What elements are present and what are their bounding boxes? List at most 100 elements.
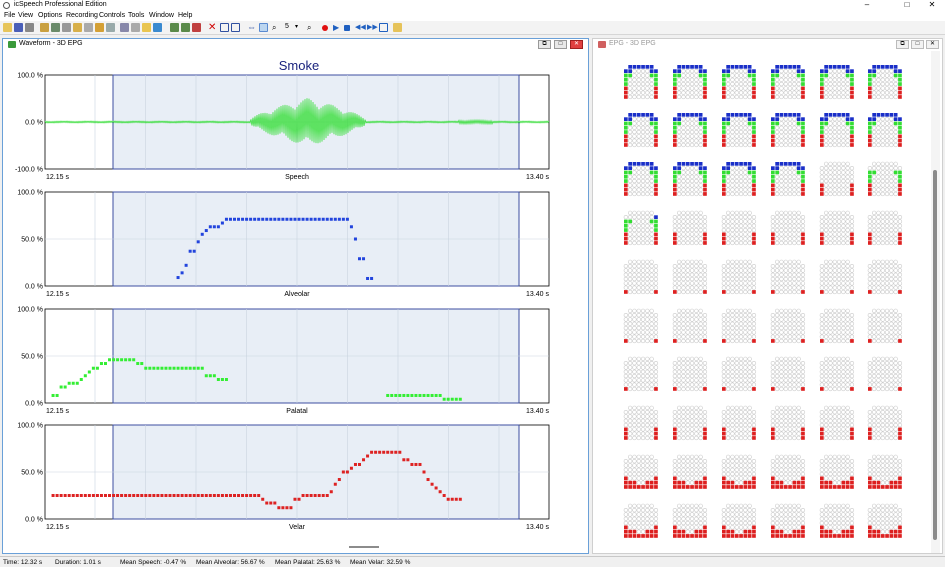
epg-electrode [836, 409, 842, 415]
epg-electrode [734, 409, 739, 415]
save-icon[interactable] [14, 23, 23, 32]
epg-electrode [841, 476, 846, 481]
epg-electrode-active [850, 95, 854, 99]
epg-electrode [889, 325, 894, 331]
loop-icon[interactable] [379, 23, 388, 32]
menu-recording[interactable]: Recording [66, 12, 98, 19]
folder-icon[interactable] [393, 23, 402, 32]
epg-electrode [893, 138, 898, 143]
layout-icon[interactable] [220, 23, 229, 32]
maximize-icon[interactable]: □ [904, 0, 910, 9]
palatal-point [188, 366, 192, 370]
restore-icon[interactable]: ⧉ [896, 40, 909, 49]
epg-electrode [649, 317, 654, 322]
help-icon[interactable] [153, 23, 162, 32]
zoom-out-icon[interactable]: ⌕ [307, 23, 312, 32]
delete-icon[interactable]: ✕ [208, 22, 217, 33]
print-icon[interactable] [25, 23, 34, 32]
epg-electrode [828, 134, 833, 139]
epg-electrode [849, 178, 855, 184]
layout-icon[interactable] [231, 23, 240, 32]
open-icon[interactable] [3, 23, 12, 32]
epg-electrode-active [624, 436, 628, 440]
highlight-icon[interactable] [142, 23, 151, 32]
velar-point [176, 494, 180, 497]
epg-electrode [876, 210, 881, 216]
epg-electrode [787, 321, 793, 326]
menu-options[interactable]: Options [38, 12, 63, 19]
zoom-fit-icon[interactable]: ⇔ [247, 22, 256, 32]
rewind-icon[interactable]: ◀◀ [355, 24, 366, 31]
epg-electrode [893, 174, 898, 179]
epg-electrode [685, 422, 690, 428]
zoom-select-icon[interactable] [259, 23, 268, 32]
epg-electrode [871, 81, 877, 87]
epg-electrode-active [820, 529, 824, 534]
close-icon[interactable]: ✕ [928, 0, 936, 9]
restore-icon[interactable]: ⧉ [538, 40, 551, 49]
epg-electrode [747, 77, 752, 82]
zoom-icon[interactable]: ⌕ [272, 23, 277, 32]
menu-tools[interactable]: Tools [128, 12, 145, 19]
epg-electrode [845, 317, 850, 322]
epg-electrode [836, 240, 842, 246]
epg-electrode [823, 289, 829, 295]
epg-electrode [876, 312, 881, 318]
play-icon[interactable]: ▶ [333, 23, 340, 32]
folder-icon[interactable] [73, 23, 82, 32]
epg-electrode [884, 214, 890, 220]
close-icon[interactable]: ✕ [926, 40, 939, 49]
epg-electrode [796, 191, 801, 197]
epg-electrode-active [868, 480, 872, 485]
settings-icon[interactable] [84, 23, 93, 32]
epg-electrode-active [632, 485, 637, 489]
tool-icon[interactable] [170, 23, 179, 32]
mic-icon[interactable] [62, 23, 71, 32]
epg-electrode [832, 178, 837, 184]
tool-icon[interactable] [106, 23, 115, 32]
epg-scrollbar-thumb[interactable] [933, 170, 937, 540]
epg-electrode [880, 427, 885, 432]
epg-electrode [796, 386, 801, 392]
menu-help[interactable]: Help [178, 12, 193, 19]
epg-electrode-active [722, 95, 726, 99]
record-icon[interactable] [322, 25, 328, 31]
fast-forward-icon[interactable]: ▶▶ [367, 24, 378, 31]
epg-electrode-active [868, 236, 872, 241]
epg-electrode-active [703, 130, 707, 134]
maximize-icon[interactable]: □ [911, 40, 924, 49]
maximize-icon[interactable]: □ [554, 40, 567, 49]
record-file-icon[interactable] [40, 23, 49, 32]
epg-electrode [823, 227, 829, 233]
epg-electrode [889, 512, 894, 517]
epg-electrode-active [722, 174, 726, 179]
epg-electrode [787, 386, 793, 392]
chevron-down-icon[interactable]: ▾ [295, 24, 299, 30]
epg-electrode-active [820, 130, 824, 134]
copy-icon[interactable] [120, 23, 129, 32]
minimize-icon[interactable]: – [864, 0, 870, 9]
epg-electrode [893, 90, 898, 95]
tool-icon[interactable] [192, 23, 201, 32]
epg-electrode [774, 405, 780, 411]
epg-electrode [681, 134, 686, 139]
menu-controls[interactable]: Controls [99, 12, 126, 19]
epg-electrode [702, 369, 708, 374]
close-icon[interactable]: ✕ [570, 40, 583, 49]
tool-icon[interactable] [95, 23, 104, 32]
zoom-value[interactable]: 5 [285, 23, 289, 30]
epg-electrode-active [824, 121, 828, 126]
menu-window[interactable]: Window [149, 12, 174, 19]
paste-icon[interactable] [131, 23, 140, 32]
epg-electrode [828, 263, 833, 269]
palatal-point [67, 381, 71, 385]
menu-view[interactable]: View [18, 12, 34, 19]
epg-electrode [832, 259, 837, 265]
speaker-icon[interactable] [51, 23, 60, 32]
menu-file[interactable]: File [4, 12, 16, 19]
epg-electrode [738, 325, 744, 331]
tool-icon[interactable] [181, 23, 190, 32]
epg-electrode [640, 431, 646, 436]
stop-icon[interactable] [344, 25, 350, 31]
